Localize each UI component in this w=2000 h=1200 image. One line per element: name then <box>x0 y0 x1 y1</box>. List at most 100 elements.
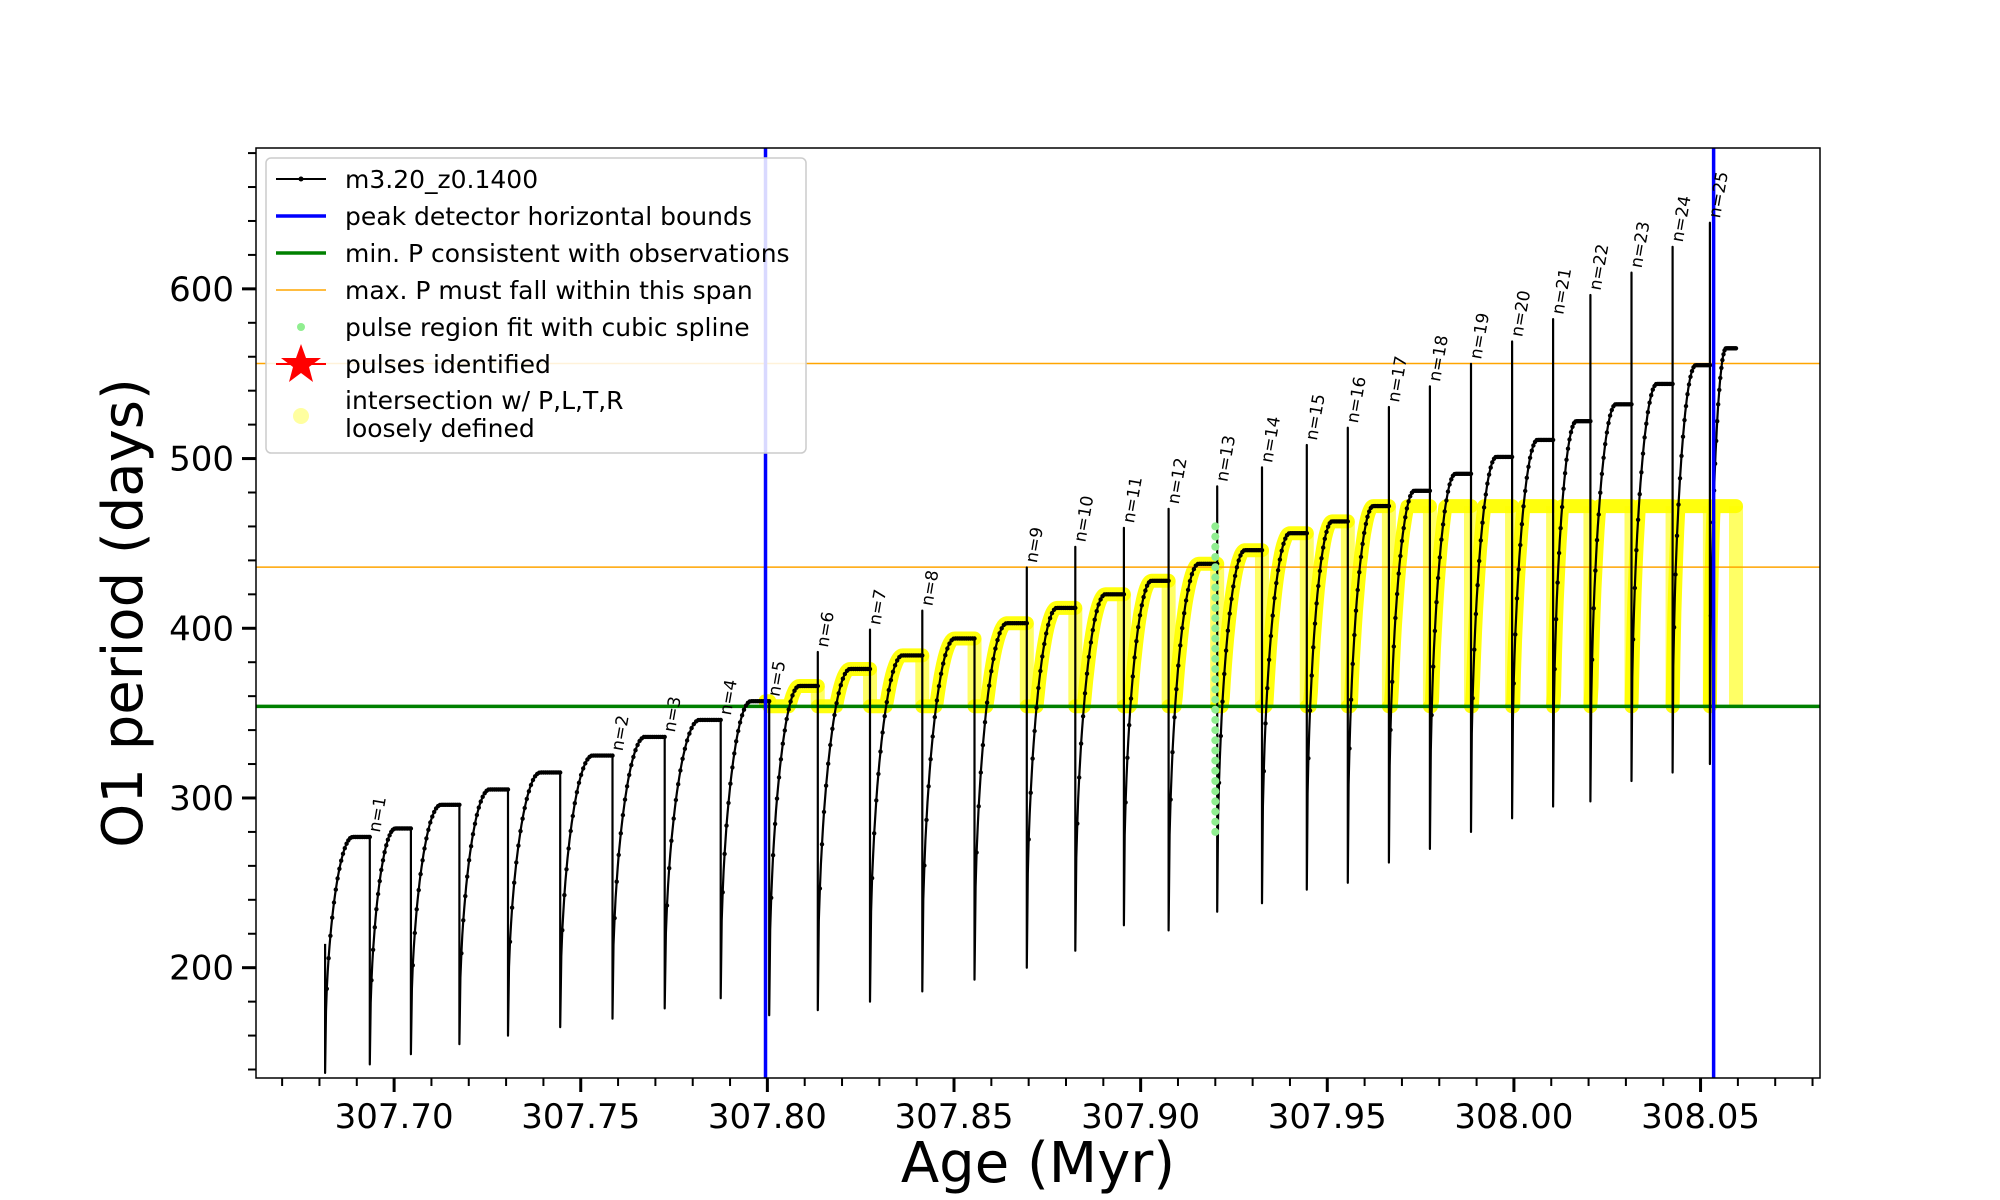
series-point-713 <box>1650 387 1656 392</box>
series-point-62 <box>432 809 437 815</box>
series-point-178 <box>669 838 674 843</box>
spline-point <box>1211 766 1220 775</box>
series-point-283 <box>884 699 889 705</box>
series-point-55 <box>418 871 423 877</box>
series-point-730 <box>1677 476 1683 481</box>
series-point-635 <box>1526 464 1531 469</box>
series-point-228 <box>772 821 778 827</box>
series-point-176 <box>664 903 670 908</box>
series-point-578 <box>1432 628 1438 634</box>
series-point-359 <box>1042 641 1047 647</box>
series-point-185 <box>684 738 690 743</box>
series-point-331 <box>984 700 990 705</box>
series-point-633 <box>1523 488 1528 494</box>
series-point-586 <box>1445 489 1451 494</box>
series-point-410 <box>1139 603 1145 608</box>
legend: m3.20_z0.1400 peak detector horizontal b… <box>265 157 807 454</box>
series-point-275 <box>867 666 873 672</box>
series-point-306 <box>932 714 937 720</box>
series-point-303 <box>926 784 931 789</box>
series-point-486 <box>1279 548 1284 553</box>
series-point-603 <box>1473 611 1479 617</box>
series-point-436 <box>1187 578 1193 584</box>
series-point-60 <box>428 820 433 825</box>
series-point-363 <box>1049 610 1055 616</box>
series-point-579 <box>1434 600 1439 605</box>
star-icon <box>281 344 321 382</box>
series-point-559 <box>1401 525 1406 531</box>
series-point-602 <box>1472 647 1477 652</box>
series-point-532 <box>1357 570 1362 575</box>
series-point-425 <box>1166 578 1171 583</box>
legend-label-max-period: max. P must fall within this span <box>345 276 753 305</box>
series-point-183 <box>680 756 685 761</box>
series-point-30 <box>375 891 381 897</box>
series-point-335 <box>993 646 998 651</box>
series-point-75 <box>457 802 462 807</box>
series-point-126 <box>560 928 565 933</box>
series-point-7 <box>335 876 340 881</box>
series-point-412 <box>1143 588 1148 593</box>
series-point-434 <box>1183 598 1189 603</box>
series-point-207 <box>732 751 737 756</box>
series-point-732 <box>1680 434 1686 439</box>
legend-marker-spline <box>297 323 305 331</box>
series-point-284 <box>886 687 891 693</box>
series-point-759 <box>1717 387 1722 393</box>
series-point-455 <box>1223 648 1229 653</box>
series-point-728 <box>1674 533 1680 538</box>
series-point-458 <box>1229 596 1234 602</box>
series-point-334 <box>991 656 996 662</box>
series-point-131 <box>570 813 575 819</box>
series-point-625 <box>1509 454 1515 460</box>
series-point-537 <box>1365 514 1370 519</box>
series-point-328 <box>978 770 983 775</box>
series-point-159 <box>629 762 634 768</box>
series-point-477 <box>1263 721 1268 726</box>
series-point-457 <box>1227 611 1232 616</box>
y-tick-label-5: 600 <box>169 270 234 310</box>
series-point-627 <box>1513 632 1518 637</box>
series-point-305 <box>930 734 935 739</box>
series-point-677 <box>1591 606 1596 611</box>
series-point-437 <box>1189 572 1195 577</box>
series-point-11 <box>342 846 347 851</box>
series-point-33 <box>380 858 386 863</box>
series-point-184 <box>682 746 688 751</box>
series-point-234 <box>784 716 789 722</box>
series-point-678 <box>1593 568 1598 573</box>
series-point-357 <box>1038 668 1043 674</box>
series-point-629 <box>1516 567 1521 572</box>
series-point-257 <box>830 726 835 731</box>
series-point-480 <box>1268 633 1274 639</box>
series-point-563 <box>1408 494 1413 499</box>
series-point-130 <box>568 828 573 834</box>
series-point-638 <box>1531 443 1536 448</box>
series-point-304 <box>928 757 933 762</box>
series-point-452 <box>1218 733 1224 739</box>
series-point-456 <box>1225 628 1231 633</box>
series-point-686 <box>1606 420 1611 426</box>
series-point-3 <box>328 933 333 938</box>
spline-point <box>1211 634 1220 643</box>
spline-point <box>1211 522 1220 531</box>
x-tick-label-8: 308.05 <box>1641 1097 1760 1137</box>
series-point-551 <box>1388 727 1393 733</box>
series-point-112 <box>530 777 536 783</box>
series-point-529 <box>1352 632 1357 638</box>
series-point-504 <box>1311 645 1316 650</box>
series-point-2 <box>326 956 331 961</box>
spline-point <box>1211 624 1220 633</box>
series-point-351 <box>1026 837 1031 842</box>
x-tick-label-4: 307.85 <box>895 1097 1014 1137</box>
series-point-332 <box>987 683 992 688</box>
series-point-462 <box>1236 558 1241 563</box>
series-point-702 <box>1632 585 1638 591</box>
series-point-235 <box>786 707 791 712</box>
series-point-134 <box>576 780 582 785</box>
spline-point <box>1211 685 1220 694</box>
series-point-488 <box>1283 536 1288 541</box>
spline-point <box>1211 573 1220 582</box>
series-point-528 <box>1350 661 1355 667</box>
series-point-527 <box>1348 697 1354 702</box>
